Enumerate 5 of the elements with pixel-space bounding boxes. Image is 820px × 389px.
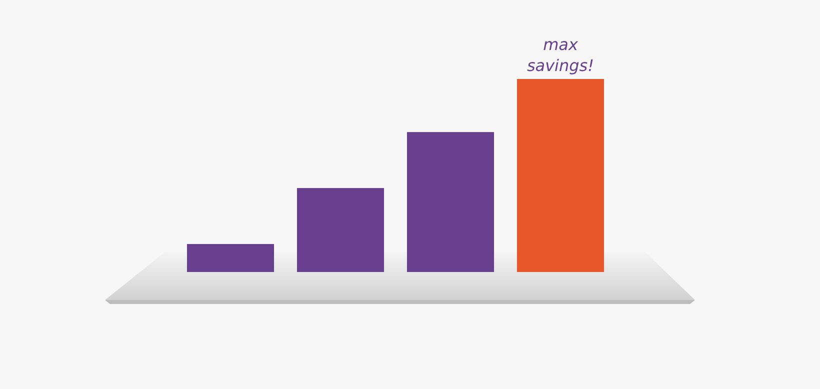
text: max savings!: [526, 35, 594, 75]
bar: [516, 79, 604, 272]
bar: [296, 188, 384, 272]
bar: [406, 132, 494, 272]
bar: [186, 244, 274, 272]
